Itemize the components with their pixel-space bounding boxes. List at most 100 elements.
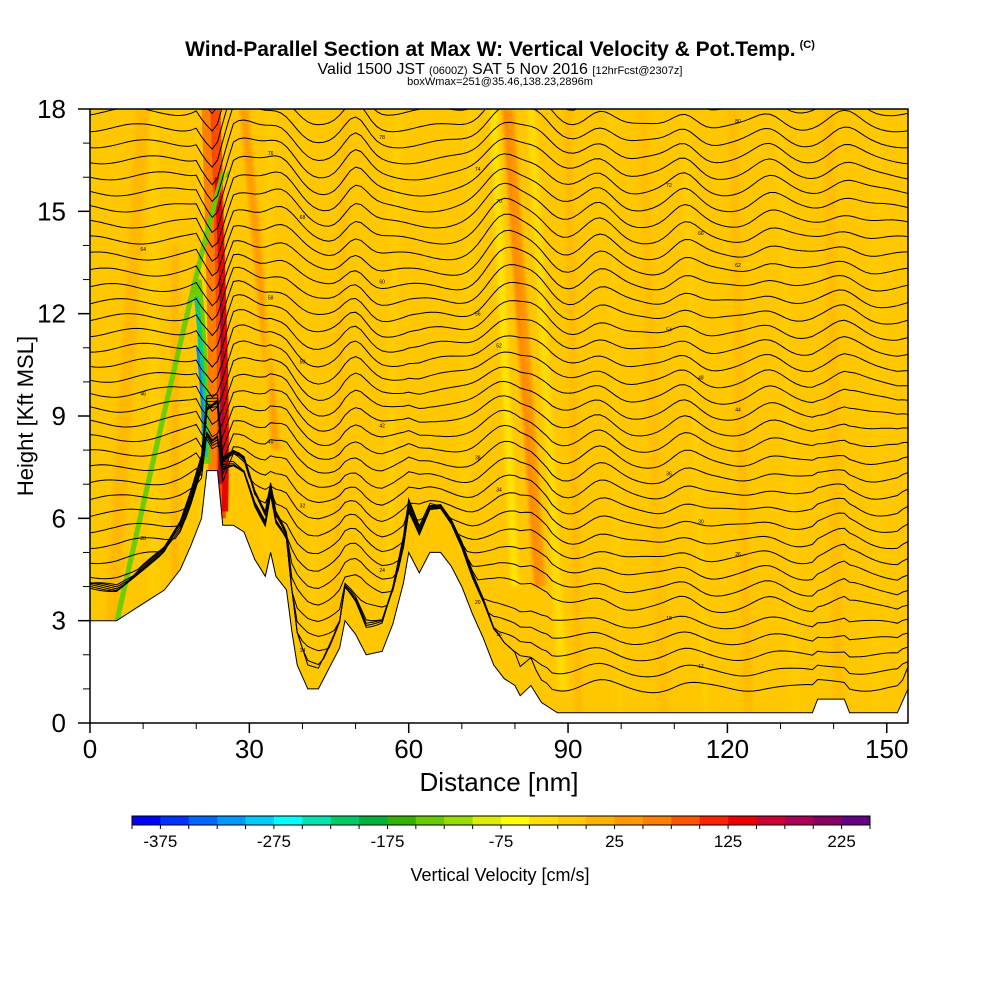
velocity-streak [502, 109, 539, 587]
colorbar-swatch [415, 816, 445, 825]
colorbar-tick-label: 25 [605, 832, 624, 851]
isentrope-line [90, 431, 908, 500]
isentrope-line [90, 229, 908, 292]
isentrope-line [90, 153, 908, 219]
y-tick-label: 9 [52, 401, 66, 431]
isentrope-line [90, 431, 908, 517]
isentrope-line [90, 373, 908, 426]
isentrope-label: 52 [496, 343, 502, 349]
colorbar-tick-label: -375 [143, 832, 177, 851]
isentrope-label: 40 [268, 440, 274, 446]
isentrope-line [90, 388, 908, 438]
isentrope-line [207, 109, 217, 115]
isentrope-label: 78 [379, 135, 385, 141]
colorbar-swatch [302, 816, 332, 825]
velocity-streak [489, 109, 519, 587]
isentrope-label: 38 [475, 456, 481, 462]
isentrope-line [90, 119, 908, 186]
velocity-streak [681, 109, 710, 723]
colorbar-swatch [359, 816, 388, 825]
colorbar: -375 -275 -175 -75 25 125 225 [131, 815, 871, 851]
isentrope-label: 36 [666, 472, 672, 478]
colorbar-swatch [671, 816, 701, 825]
isentrope-line [90, 405, 908, 630]
isentrope-line [90, 400, 908, 597]
terrain-mask [89, 470, 909, 724]
y-tick-label: 15 [37, 196, 66, 226]
isentrope-label: 62 [735, 263, 741, 269]
colorbar-tick-label: -75 [489, 832, 514, 851]
isentrope-label: 48 [698, 375, 704, 381]
isentrope-label: 56 [475, 311, 481, 317]
velocity-streak [823, 109, 845, 723]
colorbar-swatch [841, 816, 871, 825]
x-tick-label: 120 [706, 734, 749, 764]
isentrope-label: 66 [698, 231, 704, 237]
isentrope-line [90, 197, 908, 263]
y-tick-label: 6 [52, 503, 66, 533]
y-tick-label: 3 [52, 606, 66, 636]
velocity-streak [564, 109, 583, 723]
colorbar-swatch [586, 816, 616, 825]
isentrope-label: 46 [140, 391, 146, 397]
colorbar-swatch [642, 816, 672, 825]
isentrope-label: 76 [268, 151, 274, 157]
isentrope-line [90, 398, 908, 533]
isentrope-label: 44 [735, 408, 741, 414]
isentrope-line [90, 400, 908, 581]
chart-title: Wind-Parallel Section at Max W: Vertical… [185, 38, 815, 61]
isentrope-label: 84 [698, 87, 704, 93]
potential-temperature-contours: 1012141618202224262830323436384042444648… [90, 87, 908, 694]
velocity-streak [99, 109, 150, 723]
colorbar-swatch [160, 816, 190, 825]
isentrope-line [90, 137, 908, 203]
colorbar-swatch [132, 816, 161, 825]
x-tick-label: 60 [394, 734, 423, 764]
velocity-streak [871, 109, 881, 723]
isentrope-line [90, 432, 908, 485]
isentrope-line [90, 309, 908, 368]
isentrope-line [90, 340, 908, 399]
colorbar-swatch [188, 816, 218, 825]
velocity-streak [526, 109, 567, 689]
isentrope-label: 50 [300, 359, 306, 365]
velocity-streak [262, 109, 274, 553]
colorbar-swatch [813, 816, 843, 825]
isentrope-line [90, 264, 908, 321]
isentrope-label: 20 [475, 600, 481, 606]
y-axis-label: Height [Kft MSL] [13, 336, 38, 496]
y-tick-label: 18 [37, 94, 66, 124]
y-tick-label: 0 [52, 708, 66, 738]
isentrope-label: 12 [698, 664, 704, 670]
colorbar-swatch [529, 816, 559, 825]
x-tick-label: 150 [865, 734, 908, 764]
colorbar-swatch [245, 816, 275, 825]
isentrope-line [90, 400, 908, 614]
isentrope-line [90, 182, 908, 248]
velocity-streak [607, 109, 625, 723]
colorbar-swatch [387, 816, 417, 825]
isentrope-line [90, 294, 908, 352]
isentrope-line [90, 167, 908, 234]
colorbar-swatch [699, 816, 729, 825]
x-axis-label: Distance [nm] [420, 767, 579, 797]
isentrope-label: 26 [735, 552, 741, 558]
velocity-streak [505, 109, 546, 587]
velocity-streak [383, 109, 403, 621]
isentrope-label: 68 [300, 215, 306, 221]
isentrope-label: 72 [666, 183, 672, 189]
isentrope-label: 18 [666, 616, 672, 622]
isentrope-line [90, 280, 908, 337]
wave-couplet-band [91, 170, 229, 723]
colorbar-swatch [217, 816, 247, 825]
isentrope-line [90, 246, 908, 307]
isentrope-label: 42 [379, 424, 385, 430]
isentrope-line [90, 405, 908, 453]
isentrope-label: 58 [268, 295, 274, 301]
isentrope-label: 70 [496, 199, 502, 205]
velocity-streak [149, 109, 158, 723]
x-tick-label: 0 [83, 734, 97, 764]
isentrope-label: 34 [496, 488, 502, 494]
